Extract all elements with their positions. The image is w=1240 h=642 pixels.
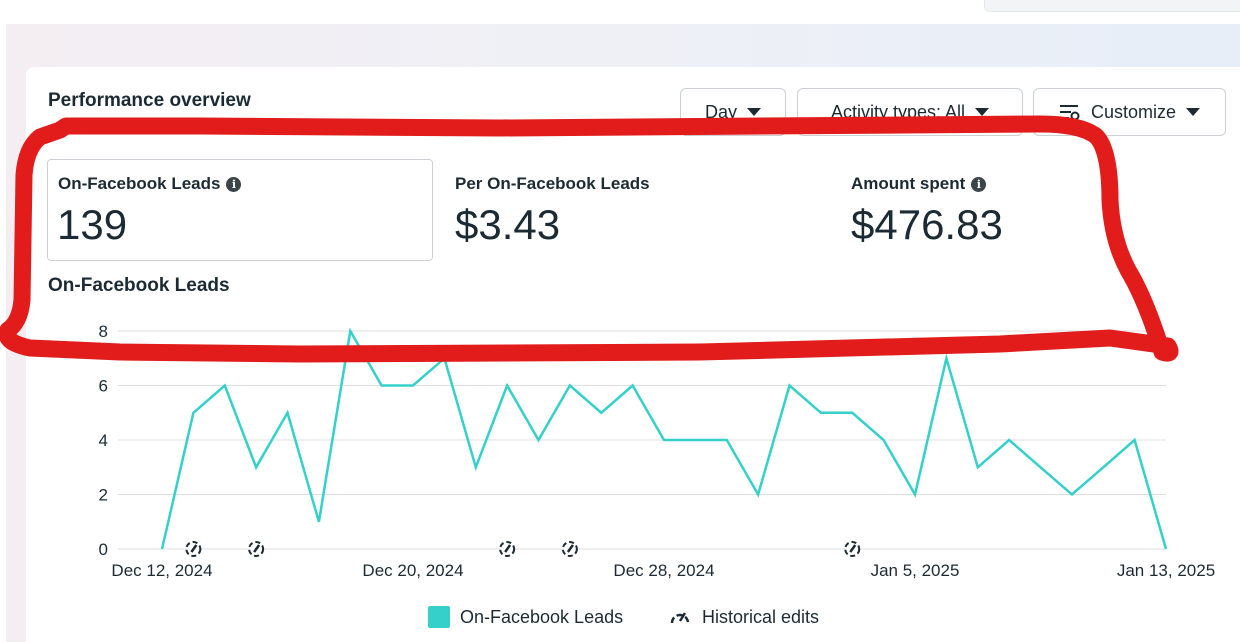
page-title: Performance overview [48,90,251,111]
legend-leads[interactable]: On-Facebook Leads [428,606,623,628]
y-tick-label: 0 [99,540,108,559]
legend-historical-edits[interactable]: Historical edits [668,606,819,628]
x-tick-label: Jan 5, 2025 [871,561,960,580]
legend-leads-label: On-Facebook Leads [460,606,624,627]
historical-edit-marker[interactable] [561,541,578,557]
caret-down-icon [975,108,990,116]
historical-edit-marker[interactable] [844,541,861,557]
top-search-bar[interactable] [984,0,1240,12]
historical-edit-marker[interactable] [185,541,202,557]
x-tick-label: Jan 13, 2025 [1117,561,1215,580]
y-tick-label: 4 [99,431,108,450]
legend-swatch [428,606,450,628]
historical-edit-marker[interactable] [499,541,516,557]
y-tick-label: 2 [99,486,108,505]
y-tick-label: 6 [99,377,108,396]
caret-down-icon [1186,108,1201,116]
caret-down-icon [747,108,761,116]
legend-edits-label: Historical edits [702,606,820,627]
x-tick-label: Dec 12, 2024 [111,561,212,580]
historical-edit-marker[interactable] [248,541,265,557]
y-tick-label: 8 [99,322,108,341]
x-tick-label: Dec 28, 2024 [613,561,714,580]
historical-edits-icon [670,612,690,624]
x-tick-label: Dec 20, 2024 [362,561,463,580]
